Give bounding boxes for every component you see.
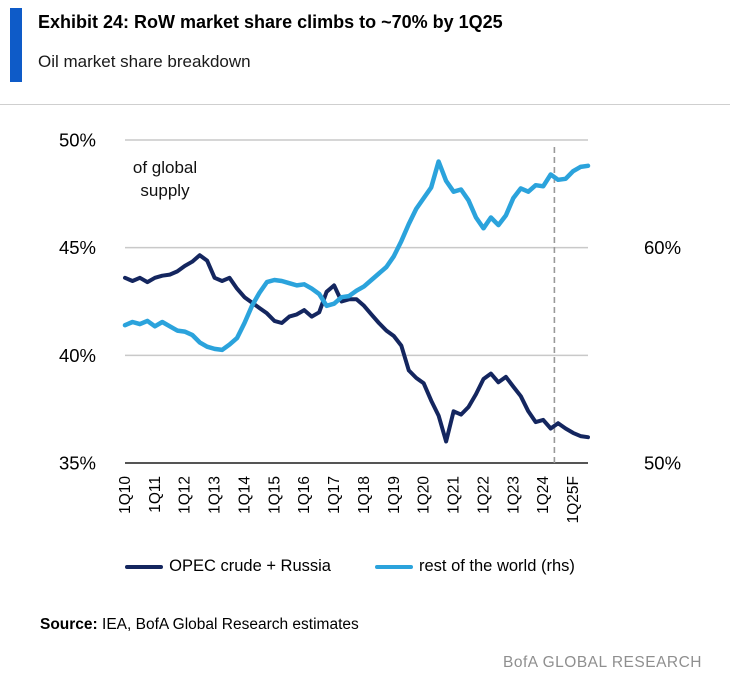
opec-russia-series-line — [123, 253, 590, 444]
header-divider — [0, 104, 730, 105]
x-axis-tick-label: 1Q11 — [147, 476, 164, 513]
x-axis-tick-label: 1Q15 — [266, 476, 283, 514]
left-axis-tick-label: 35% — [59, 453, 96, 474]
legend-label-rest-of-world: rest of the world (rhs) — [418, 557, 575, 575]
legend-item-opec-russia: OPEC crude + Russia — [125, 557, 331, 576]
x-axis-tick-label: 1Q13 — [207, 476, 224, 514]
left-axis-tick-label: 40% — [59, 345, 96, 366]
x-axis-tick-label: 1Q14 — [236, 476, 253, 514]
source-line: Source: IEA, BofA Global Research estima… — [40, 616, 359, 634]
source-text: IEA, BofA Global Research estimates — [102, 616, 359, 633]
x-axis-tick-label: 1Q24 — [535, 476, 552, 514]
legend-label-opec-russia: OPEC crude + Russia — [169, 557, 331, 575]
accent-bar — [10, 8, 22, 82]
x-axis-tick-label: 1Q10 — [117, 476, 134, 514]
x-axis-tick-label: 1Q18 — [356, 476, 373, 514]
navy-line-swatch — [125, 564, 164, 569]
exhibit-title: Exhibit 24: RoW market share climbs to ~… — [38, 12, 503, 32]
chart-legend: OPEC crude + Russia rest of the world (r… — [0, 557, 700, 576]
x-axis-tick-label: 1Q23 — [505, 476, 522, 514]
right-axis-tick-label: 50% — [644, 453, 681, 474]
legend-item-rest-of-world: rest of the world (rhs) — [374, 557, 575, 576]
x-axis-tick-label: 1Q16 — [296, 476, 313, 514]
left-axis-tick-label: 50% — [59, 130, 96, 151]
left-axis-tick-label: 45% — [59, 237, 96, 258]
rest-of-world-series-line — [122, 159, 591, 353]
brand-line: BofA GLOBAL RESEARCH — [503, 654, 702, 671]
x-axis-tick-label: 1Q22 — [475, 476, 492, 514]
right-axis-tick-label: 60% — [644, 237, 681, 258]
axis-unit-annotation: of global supply — [120, 156, 210, 202]
x-axis-tick-label: 1Q19 — [386, 476, 403, 514]
x-axis-tick-label: 1Q12 — [177, 476, 194, 514]
x-axis-tick-label: 1Q25F — [565, 476, 582, 523]
exhibit-subtitle: Oil market share breakdown — [38, 52, 251, 71]
x-axis-tick-label: 1Q21 — [446, 476, 463, 514]
source-label: Source: — [40, 616, 98, 633]
x-axis-tick-label: 1Q17 — [326, 476, 343, 514]
annotation-line-1: of global — [132, 158, 198, 177]
annotation-line-2: supply — [140, 181, 190, 200]
x-axis-tick-label: 1Q20 — [416, 476, 433, 514]
blue-line-swatch — [374, 564, 413, 569]
